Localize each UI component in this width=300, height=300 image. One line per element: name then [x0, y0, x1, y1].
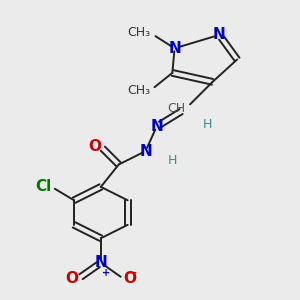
Text: CH₃: CH₃ [127, 26, 150, 39]
Text: N: N [213, 27, 226, 42]
Text: H: H [202, 118, 212, 131]
Text: −: − [127, 266, 137, 279]
Text: O: O [88, 139, 101, 154]
Text: H: H [168, 154, 177, 166]
Text: N: N [94, 255, 107, 270]
Text: N: N [150, 119, 163, 134]
Text: +: + [102, 268, 110, 278]
Text: N: N [139, 144, 152, 159]
Text: N: N [168, 41, 181, 56]
Text: CH: CH [168, 102, 186, 115]
Text: O: O [65, 271, 79, 286]
Text: O: O [123, 271, 136, 286]
Text: CH₃: CH₃ [127, 84, 150, 97]
Text: Cl: Cl [35, 179, 52, 194]
